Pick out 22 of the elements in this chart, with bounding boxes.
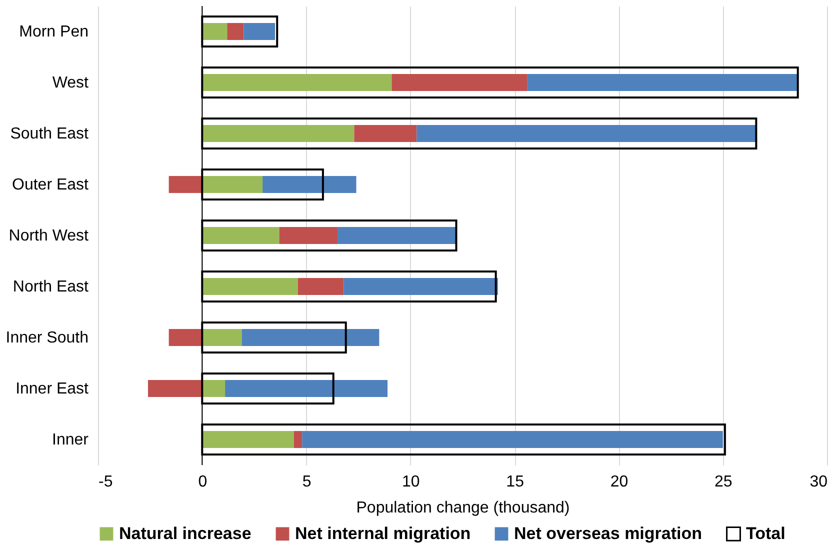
y-tick-label: South East [10,126,90,142]
x-tick-label: 10 [402,474,420,490]
y-tick-label: Morn Pen [19,24,88,40]
y-tick-label: Inner East [16,380,90,398]
y-tick-label: West [52,74,90,92]
y-tick-label: North West [8,228,90,244]
x-tick-label: -5 [98,474,113,490]
y-tick-label: Inner South [6,330,88,346]
y-tick-label: Outer East [12,176,90,194]
y-tick-label: North East [12,278,90,296]
x-axis-title: Population change (thousand) [356,500,570,516]
x-tick-label: 20 [610,474,628,490]
x-tick-label: 0 [198,474,208,490]
legend-label: Natural increase [119,524,252,543]
x-tick-label: 30 [810,474,828,490]
x-tick-label: 15 [506,474,524,490]
legend-label: Total [746,524,786,543]
x-tick-label: 5 [302,474,312,490]
legend-label: Net overseas migration [514,524,702,543]
x-tick-label: 25 [714,474,732,490]
y-tick-label: Inner [52,432,90,448]
legend-label: Net internal migration [295,524,471,543]
